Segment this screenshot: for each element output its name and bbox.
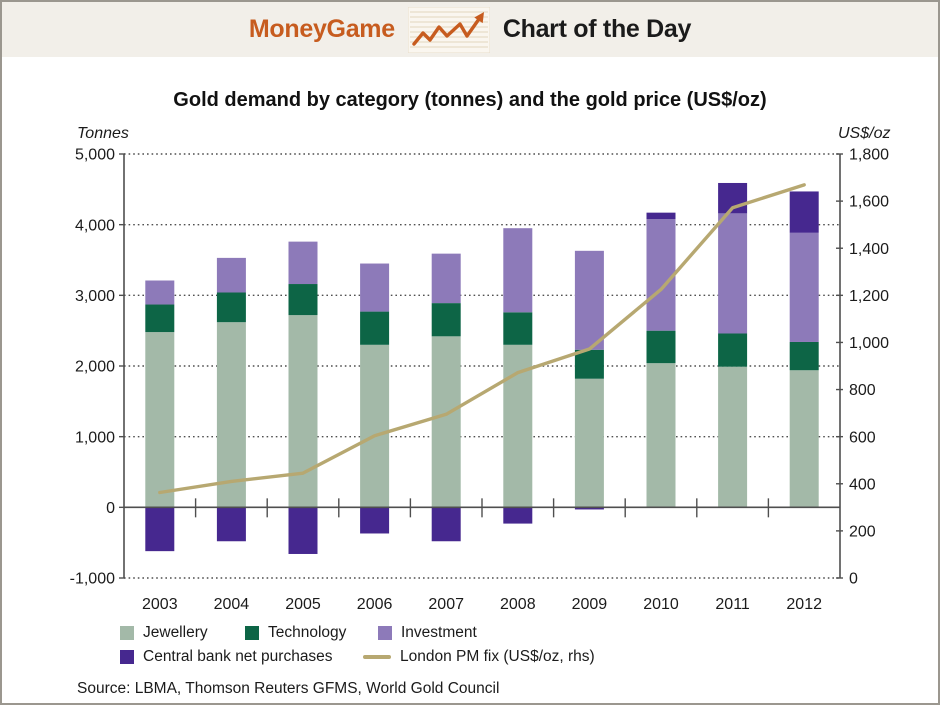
svg-text:2005: 2005 <box>285 596 321 613</box>
legend-item-central-bank: Central bank net purchases <box>120 647 333 667</box>
svg-text:2009: 2009 <box>572 596 608 613</box>
svg-text:4,000: 4,000 <box>75 217 115 234</box>
svg-text:400: 400 <box>849 476 876 493</box>
central-bank-swatch-icon <box>120 650 134 664</box>
legend-label: Investment <box>401 624 477 641</box>
svg-text:600: 600 <box>849 429 876 446</box>
svg-text:1,000: 1,000 <box>849 335 889 352</box>
svg-text:2010: 2010 <box>643 596 679 613</box>
svg-text:200: 200 <box>849 523 876 540</box>
svg-text:3,000: 3,000 <box>75 288 115 305</box>
legend-item-technology: Technology <box>245 623 346 643</box>
gold-demand-chart-canvas: Tonnes US$/oz -1,000 0 1,000 2,000 3,000 4,000 5… <box>70 125 891 613</box>
svg-text:Tonnes: Tonnes <box>77 125 129 142</box>
technology-swatch-icon <box>245 626 259 640</box>
brand-moneygame: MoneyGame <box>248 15 395 43</box>
svg-text:5,000: 5,000 <box>75 147 115 164</box>
legend-label: Technology <box>268 624 347 641</box>
svg-text:1,800: 1,800 <box>849 147 889 164</box>
header-banner-title: Chart of the Day <box>502 15 692 43</box>
svg-text:2012: 2012 <box>786 596 822 613</box>
legend-item-jewellery: Jewellery <box>120 623 208 643</box>
svg-text:1,600: 1,600 <box>849 194 889 211</box>
header-banner: MoneyGame Chart of the Day <box>2 2 938 57</box>
chart-title: Gold demand by category (tonnes) and the… <box>173 89 767 111</box>
svg-text:2003: 2003 <box>142 596 178 613</box>
jewellery-swatch-icon <box>120 626 134 640</box>
svg-text:2011: 2011 <box>715 596 750 613</box>
legend-label: London PM fix (US$/oz, rhs) <box>400 648 595 665</box>
legend-item-investment: Investment <box>378 623 477 643</box>
svg-text:1,200: 1,200 <box>849 288 889 305</box>
svg-text:1,400: 1,400 <box>849 241 889 258</box>
investment-swatch-icon <box>378 626 392 640</box>
svg-text:US$/oz: US$/oz <box>838 125 890 142</box>
svg-text:2006: 2006 <box>357 596 393 613</box>
svg-text:0: 0 <box>849 571 858 588</box>
chart-line-icon <box>407 6 490 53</box>
price-line-sample-icon <box>363 655 391 659</box>
legend-label: Jewellery <box>143 624 208 641</box>
source-note: Source: LBMA, Thomson Reuters GFMS, Worl… <box>77 680 500 697</box>
svg-text:1,000: 1,000 <box>75 429 115 446</box>
svg-text:2,000: 2,000 <box>75 359 115 376</box>
svg-text:0: 0 <box>106 500 115 517</box>
svg-text:-1,000: -1,000 <box>70 571 115 588</box>
svg-text:2004: 2004 <box>214 596 250 613</box>
legend-label: Central bank net purchases <box>143 648 333 665</box>
svg-text:2008: 2008 <box>500 596 536 613</box>
svg-text:800: 800 <box>849 382 876 399</box>
legend-item-london-pm-fix: London PM fix (US$/oz, rhs) <box>363 647 595 667</box>
svg-text:2007: 2007 <box>428 596 464 613</box>
